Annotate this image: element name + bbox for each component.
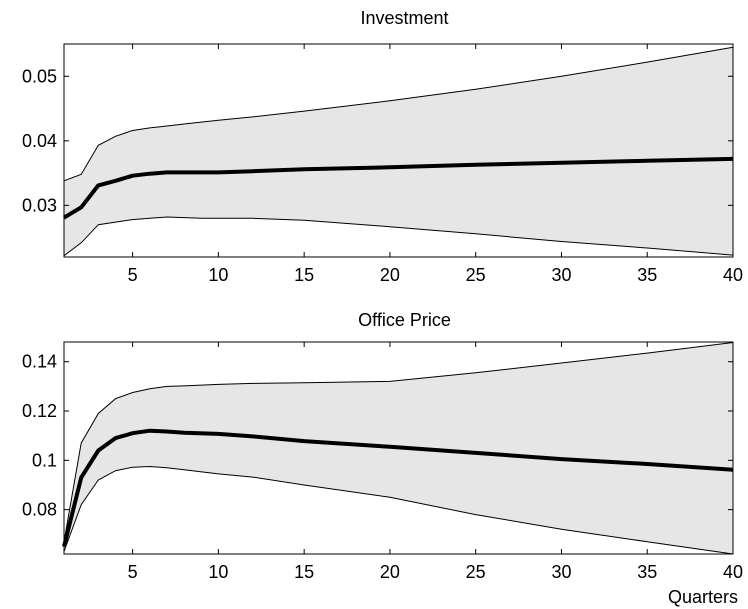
x-tick-label: 10 — [208, 265, 228, 285]
x-axis-label: Quarters — [668, 587, 738, 607]
x-tick-label: 20 — [380, 562, 400, 582]
x-tick-label: 5 — [128, 265, 138, 285]
x-tick-label: 10 — [208, 562, 228, 582]
median-line-2 — [62, 428, 734, 548]
x-tick-label: 15 — [294, 265, 314, 285]
y-tick-label: 0.05 — [22, 66, 57, 86]
upper-bound-line-2 — [63, 342, 734, 542]
x-tick-label: 35 — [637, 562, 657, 582]
upper-bound-line-1 — [63, 46, 734, 182]
x-tick-label: 35 — [637, 265, 657, 285]
x-tick-label: 15 — [294, 562, 314, 582]
y-tick-label: 0.12 — [22, 401, 57, 421]
x-tick-label: 25 — [466, 562, 486, 582]
chart-title-1: Investment — [360, 8, 448, 28]
lower-bound-line-2 — [63, 465, 734, 555]
confidence-band-1 — [64, 47, 733, 256]
y-tick-label: 0.14 — [22, 352, 57, 372]
y-tick-label: 0.03 — [22, 195, 57, 215]
plot-frame-1 — [63, 43, 734, 258]
x-tick-label: 20 — [380, 265, 400, 285]
chart-title-2: Office Price — [358, 310, 451, 330]
x-tick-label: 40 — [723, 265, 743, 285]
y-tick-label: 0.1 — [32, 450, 57, 470]
plot-frame-2 — [63, 341, 734, 555]
x-tick-label: 30 — [551, 562, 571, 582]
x-tick-label: 40 — [723, 562, 743, 582]
y-tick-label: 0.04 — [22, 131, 57, 151]
x-tick-label: 30 — [551, 265, 571, 285]
x-tick-label: 25 — [466, 265, 486, 285]
x-tick-label: 5 — [128, 562, 138, 582]
median-line-1 — [62, 156, 734, 220]
y-tick-label: 0.08 — [22, 500, 57, 520]
lower-bound-line-1 — [63, 216, 734, 257]
